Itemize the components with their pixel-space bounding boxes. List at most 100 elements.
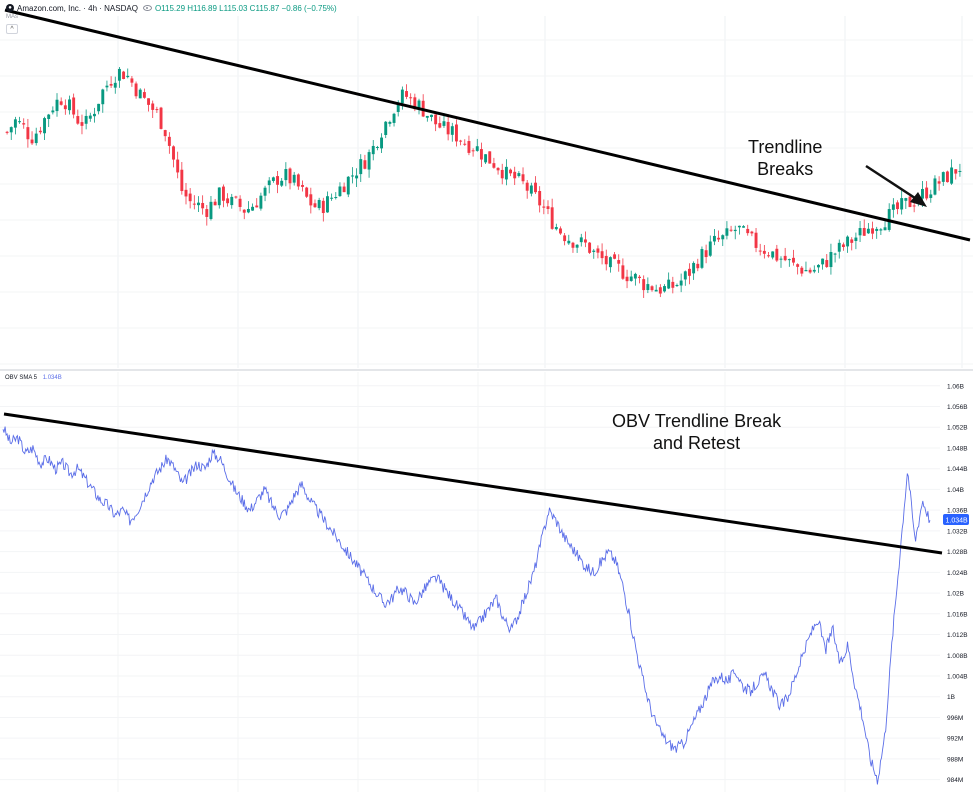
- candle-body: [438, 123, 442, 128]
- ma-legend[interactable]: MAs: [6, 14, 18, 20]
- candle: [683, 270, 687, 286]
- candle-body: [400, 89, 404, 104]
- candle-body: [675, 284, 679, 286]
- candle-body: [517, 173, 521, 177]
- candle-body: [380, 137, 384, 149]
- candle: [363, 154, 367, 170]
- obv-indicator-name[interactable]: OBV SMA 5: [5, 375, 38, 381]
- candle-body: [742, 226, 746, 228]
- candle: [350, 167, 354, 184]
- candle: [251, 203, 255, 211]
- candle-body: [862, 227, 866, 236]
- candle-body: [101, 89, 105, 105]
- candle: [633, 272, 637, 286]
- candle: [725, 221, 729, 240]
- candle: [147, 98, 151, 112]
- candle-body: [891, 204, 895, 210]
- candle-body: [405, 91, 408, 97]
- candle: [812, 265, 816, 274]
- candle-body: [350, 175, 354, 177]
- obv-y-tick-label: 1.004B: [947, 673, 968, 680]
- candle: [18, 116, 22, 124]
- candle-body: [621, 265, 625, 279]
- candle-body: [176, 159, 180, 173]
- candle-body: [151, 103, 155, 110]
- candle-body: [583, 239, 587, 243]
- candle-body: [921, 188, 924, 199]
- candle-body: [754, 232, 758, 248]
- obv-y-tick-label: 996M: [947, 715, 963, 722]
- candle-body: [197, 202, 200, 206]
- candle-body: [542, 206, 546, 208]
- candle-body: [958, 170, 962, 172]
- candle-body: [30, 139, 34, 144]
- candle: [430, 114, 433, 122]
- obv-legend[interactable]: OBV SMA 5 1.034B: [5, 375, 62, 381]
- candle: [22, 118, 26, 129]
- candle: [84, 109, 88, 130]
- candle-body: [147, 98, 151, 105]
- collapse-legend-button[interactable]: ^: [6, 24, 18, 34]
- obv-y-tick-label: 1.044B: [947, 466, 968, 473]
- candle: [76, 109, 80, 125]
- candle: [925, 181, 929, 201]
- visibility-eye-icon[interactable]: [142, 5, 152, 11]
- candle: [43, 116, 46, 140]
- candle-body: [708, 241, 712, 256]
- candle: [908, 195, 912, 208]
- candle-body: [837, 242, 841, 252]
- candle: [109, 76, 113, 88]
- candle-body: [504, 166, 508, 180]
- candle-body: [242, 209, 246, 213]
- candle: [321, 197, 325, 222]
- candle: [945, 170, 949, 183]
- candle: [866, 223, 870, 234]
- candle-body: [879, 229, 883, 231]
- candle: [330, 193, 334, 201]
- candle: [929, 189, 933, 203]
- candle: [954, 169, 958, 180]
- candle: [238, 195, 242, 212]
- candle-body: [733, 229, 737, 232]
- candle: [59, 97, 63, 106]
- candle: [9, 126, 13, 140]
- candle: [717, 230, 721, 243]
- obv-y-tick-label: 1B: [947, 694, 955, 701]
- candle: [280, 178, 284, 188]
- symbol-title[interactable]: Amazon.com, Inc. · 4h · NASDAQ: [17, 3, 138, 13]
- candle: [454, 119, 458, 147]
- candle-body: [342, 186, 346, 193]
- candle: [180, 162, 184, 195]
- candle-body: [217, 187, 221, 206]
- candle-body: [841, 244, 845, 248]
- candle-body: [446, 121, 450, 135]
- candle-body: [787, 259, 791, 261]
- candle-body: [18, 121, 22, 123]
- candle: [729, 225, 733, 233]
- candle-body: [442, 121, 446, 126]
- candle: [613, 252, 617, 260]
- candle: [246, 201, 250, 214]
- candle-body: [417, 100, 421, 109]
- candle-body: [692, 262, 696, 274]
- candle-body: [396, 104, 400, 112]
- candle: [38, 126, 42, 135]
- candle-body: [263, 187, 267, 196]
- candle: [875, 226, 879, 239]
- candle-body: [467, 141, 471, 153]
- candle: [284, 162, 288, 187]
- candle-body: [871, 228, 874, 234]
- candle: [405, 84, 408, 100]
- candle-body: [496, 167, 500, 171]
- candle: [375, 145, 379, 151]
- candle-body: [613, 254, 617, 259]
- candle-body: [575, 244, 579, 248]
- candle: [88, 112, 92, 122]
- candle-body: [47, 114, 51, 119]
- candle-body: [683, 271, 687, 280]
- obv-y-tick-label: 1.048B: [947, 445, 968, 452]
- obv-annotation-line1: OBV Trendline Break: [612, 411, 782, 431]
- price-trendline: [4, 8, 971, 242]
- symbol-legend[interactable]: ● Amazon.com, Inc. · 4h · NASDAQ O115.29…: [6, 2, 337, 14]
- candle: [313, 199, 317, 208]
